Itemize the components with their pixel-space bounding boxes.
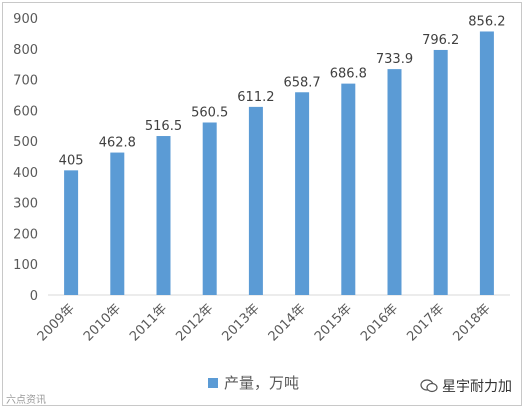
data-label: 686.8 bbox=[330, 67, 367, 82]
y-tick-label: 900 bbox=[13, 12, 38, 27]
x-tick-label: 2011年 bbox=[127, 301, 170, 344]
x-tick-label: 2013年 bbox=[220, 301, 263, 344]
x-tick-label: 2014年 bbox=[266, 301, 309, 344]
data-label: 796.2 bbox=[422, 33, 459, 48]
legend-label: 产量，万吨 bbox=[224, 374, 299, 392]
y-tick-label: 600 bbox=[13, 104, 38, 119]
bar bbox=[341, 83, 356, 295]
x-tick-label: 2018年 bbox=[451, 301, 494, 344]
y-tick-label: 200 bbox=[13, 227, 38, 242]
x-tick-label: 2015年 bbox=[312, 301, 355, 344]
bar bbox=[248, 106, 263, 295]
data-label: 560.5 bbox=[191, 105, 228, 120]
watermark-left-text: 六点资讯 bbox=[6, 395, 46, 406]
bar bbox=[156, 136, 171, 295]
data-label: 856.2 bbox=[468, 14, 505, 29]
bar bbox=[202, 122, 217, 295]
bar bbox=[433, 49, 448, 296]
data-label: 405 bbox=[59, 153, 84, 168]
x-tick-label: 2012年 bbox=[173, 301, 216, 344]
watermark-right-text: 星宇耐力加 bbox=[442, 379, 512, 395]
x-tick-label: 2010年 bbox=[81, 301, 124, 344]
bar bbox=[110, 152, 125, 295]
x-tick-label: 2017年 bbox=[404, 301, 447, 344]
x-tick-label: 2009年 bbox=[35, 301, 78, 344]
y-tick-label: 700 bbox=[13, 74, 38, 89]
y-tick-label: 500 bbox=[13, 135, 38, 150]
bar bbox=[479, 31, 494, 296]
bar bbox=[387, 69, 402, 295]
x-tick-label: 2016年 bbox=[358, 301, 401, 344]
y-tick-label: 100 bbox=[13, 258, 38, 273]
bar bbox=[295, 92, 310, 295]
y-tick-label: 0 bbox=[30, 289, 38, 304]
bar bbox=[64, 170, 79, 295]
watermark-left: 六点资讯 bbox=[6, 391, 46, 406]
data-label: 516.5 bbox=[145, 119, 182, 134]
y-tick-label: 800 bbox=[13, 43, 38, 58]
data-label: 611.2 bbox=[237, 90, 274, 105]
y-tick-label: 400 bbox=[13, 166, 38, 181]
wechat-icon bbox=[420, 379, 438, 393]
data-label: 658.7 bbox=[283, 75, 320, 90]
watermark-right: 星宇耐力加 bbox=[420, 376, 512, 396]
y-tick-label: 300 bbox=[13, 197, 38, 212]
data-label: 462.8 bbox=[99, 136, 136, 151]
data-label: 733.9 bbox=[376, 52, 413, 67]
legend-swatch bbox=[208, 378, 218, 388]
